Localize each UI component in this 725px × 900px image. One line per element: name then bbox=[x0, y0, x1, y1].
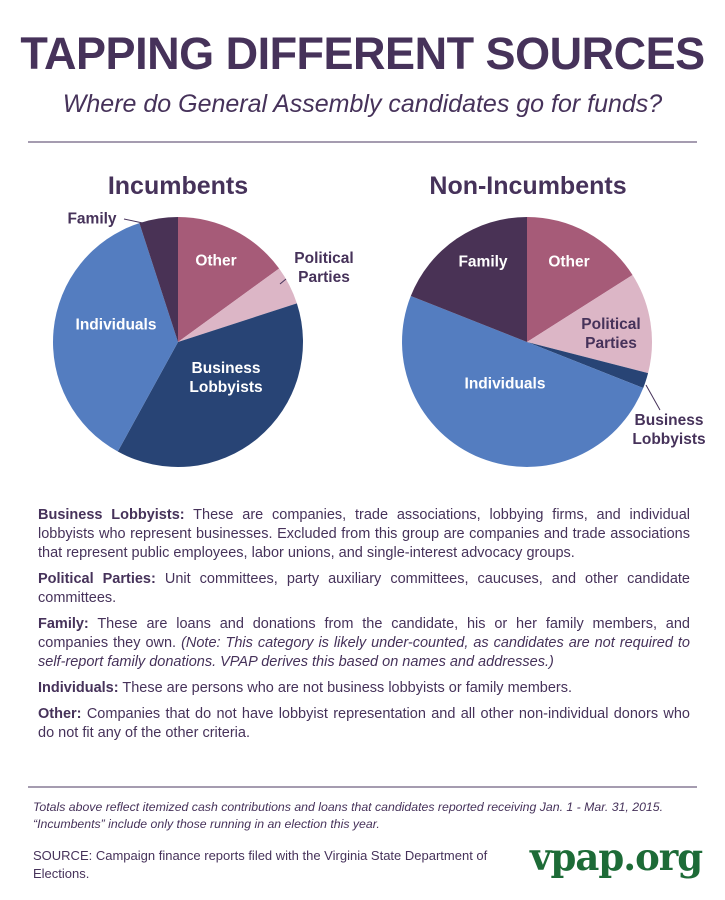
label-line: Parties bbox=[298, 269, 350, 286]
label-line: Business bbox=[634, 412, 704, 429]
definition-text: Companies that do not have lobbyist repr… bbox=[38, 706, 690, 741]
pie-slice-individuals bbox=[52, 223, 178, 452]
inc-label-other: Other bbox=[195, 252, 237, 270]
label-line: Lobbyists bbox=[189, 379, 263, 396]
definition-note: (Note: This category is likely under-cou… bbox=[38, 635, 690, 670]
inc-label-business-lobbyists: Business Lobbyists bbox=[189, 359, 262, 397]
definition-individuals: Individuals: These are persons who are n… bbox=[38, 679, 690, 698]
definition-text: Unit committees, party auxiliary committ… bbox=[38, 571, 690, 606]
divider bbox=[28, 786, 697, 788]
pie-slice-family bbox=[410, 217, 527, 342]
label-line: Lobbyists bbox=[632, 431, 706, 448]
definition-family: Family: These are loans and donations fr… bbox=[38, 615, 690, 672]
label-line: Political bbox=[581, 316, 641, 333]
chart-title-incumbents: Incumbents bbox=[107, 172, 249, 200]
noninc-label-individuals: Individuals bbox=[464, 375, 546, 393]
definition-text: These are loans and donations from the c… bbox=[38, 616, 690, 651]
pie-slice-business-lobbyists bbox=[117, 303, 303, 467]
definition-term: Business Lobbyists: bbox=[38, 507, 185, 523]
label-line: Business bbox=[191, 360, 261, 377]
definition-business-lobbyists: Business Lobbyists: These are companies,… bbox=[38, 506, 690, 563]
footnote: Totals above reflect itemized cash contr… bbox=[33, 800, 664, 831]
pie-charts bbox=[52, 217, 661, 467]
inc-label-political-parties: Political Parties bbox=[294, 249, 353, 287]
page-subtitle: Where do General Assembly candidates go … bbox=[62, 90, 663, 118]
family-leader-line bbox=[123, 218, 153, 226]
vpap-logo: vpap.org bbox=[530, 835, 703, 879]
label-line: Parties bbox=[585, 335, 637, 352]
pie-slice-other bbox=[527, 217, 633, 342]
noninc-label-political-parties: Political Parties bbox=[581, 315, 640, 353]
chart-title-non-incumbents: Non-Incumbents bbox=[429, 172, 627, 200]
source-note: SOURCE: Campaign finance reports filed w… bbox=[33, 848, 488, 881]
pie-slice-other bbox=[178, 217, 280, 342]
pie-non-incumbents bbox=[402, 217, 653, 467]
divider bbox=[28, 141, 697, 143]
pie-slice-political-parties bbox=[527, 275, 653, 374]
definitions: Business Lobbyists: These are companies,… bbox=[38, 506, 690, 750]
label-line: Political bbox=[294, 250, 354, 267]
political-leader-line bbox=[279, 278, 287, 285]
pie-slice-business-lobbyists bbox=[527, 342, 649, 389]
definition-text: These are companies, trade associations,… bbox=[38, 507, 690, 561]
noninc-label-business-lobbyists: Business Lobbyists bbox=[632, 411, 705, 449]
inc-label-family: Family bbox=[67, 210, 117, 228]
page-title: TAPPING DIFFERENT SOURCES bbox=[20, 28, 705, 79]
pie-incumbents bbox=[52, 217, 303, 467]
definition-text: These are persons who are not business l… bbox=[118, 680, 573, 696]
pie-slice-individuals bbox=[402, 295, 644, 467]
definition-term: Other: bbox=[38, 706, 82, 722]
pie-slice-family bbox=[139, 217, 178, 342]
noninc-label-other: Other bbox=[548, 253, 590, 271]
definition-other: Other: Companies that do not have lobbyi… bbox=[38, 705, 690, 743]
definition-term: Family: bbox=[38, 616, 89, 632]
inc-label-individuals: Individuals bbox=[75, 316, 157, 334]
noninc-label-family: Family bbox=[458, 253, 508, 271]
definition-term: Political Parties: bbox=[38, 571, 156, 587]
pie-slice-political-parties bbox=[178, 268, 297, 342]
definition-term: Individuals: bbox=[38, 680, 119, 696]
definition-political-parties: Political Parties: Unit committees, part… bbox=[38, 570, 690, 608]
business-leader-line bbox=[645, 384, 661, 411]
